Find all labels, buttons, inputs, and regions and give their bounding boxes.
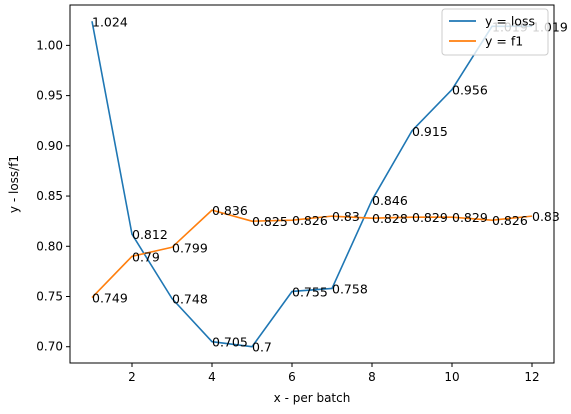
- data-label-f1: 0.79: [132, 249, 160, 264]
- data-label-loss: 0.7: [252, 340, 272, 355]
- y-tick-label: 0.70: [36, 340, 63, 354]
- x-tick-label: 8: [368, 370, 376, 384]
- data-label-loss: 0.812: [132, 227, 168, 242]
- data-label-loss: 0.915: [412, 124, 448, 139]
- series-lines: [91, 21, 533, 348]
- data-label-f1: 0.749: [92, 291, 128, 306]
- data-label-f1: 0.825: [252, 214, 288, 229]
- data-label-loss: 0.846: [372, 193, 408, 208]
- data-label-loss: 1.024: [92, 14, 128, 29]
- data-label-f1: 0.83: [332, 209, 360, 224]
- y-tick-label: 0.85: [36, 189, 63, 203]
- data-label-loss: 0.755: [292, 284, 328, 299]
- x-axis-ticks: 2 4 6 8 10 12: [128, 363, 540, 384]
- data-label-f1: 0.826: [492, 213, 528, 228]
- data-label-f1: 0.799: [172, 240, 208, 255]
- x-tick-label: 10: [444, 370, 459, 384]
- data-label-f1: 0.829: [452, 210, 488, 225]
- x-tick-label: 6: [288, 370, 296, 384]
- y-axis-ticks: 0.70 0.75 0.80 0.85 0.90 0.95 1.00: [36, 38, 70, 354]
- y-tick-label: 0.95: [36, 89, 63, 103]
- data-label-loss: 0.705: [212, 335, 248, 350]
- data-labels: 1.024 0.812 0.748 0.705 0.7 0.755 0.758 0.846 0.…: [92, 14, 568, 354]
- data-label-f1: 0.83: [532, 209, 560, 224]
- data-label-f1: 0.829: [412, 210, 448, 225]
- y-tick-label: 0.80: [36, 239, 63, 253]
- x-tick-label: 12: [524, 370, 539, 384]
- x-tick-label: 4: [208, 370, 216, 384]
- data-label-loss: 0.758: [332, 281, 368, 296]
- y-axis-label: y - loss/f1: [7, 155, 21, 213]
- legend-label-f1: y = f1: [485, 34, 523, 49]
- data-label-f1: 0.828: [372, 211, 408, 226]
- y-tick-label: 1.00: [36, 38, 63, 52]
- x-tick-label: 2: [128, 370, 136, 384]
- data-label-f1: 0.826: [292, 213, 328, 228]
- legend-label-loss: y = loss: [485, 14, 535, 29]
- series-line-f1: [91, 209, 533, 299]
- y-tick-label: 0.75: [36, 290, 63, 304]
- y-tick-label: 0.90: [36, 139, 63, 153]
- data-label-f1: 0.836: [212, 203, 248, 218]
- plot-area: [69, 4, 555, 364]
- x-axis-label: x - per batch: [274, 391, 351, 405]
- data-label-loss: 0.748: [172, 292, 208, 307]
- data-label-loss: 0.956: [452, 83, 488, 98]
- series-line-loss: [91, 21, 532, 348]
- legend: y = loss y = f1: [441, 8, 549, 56]
